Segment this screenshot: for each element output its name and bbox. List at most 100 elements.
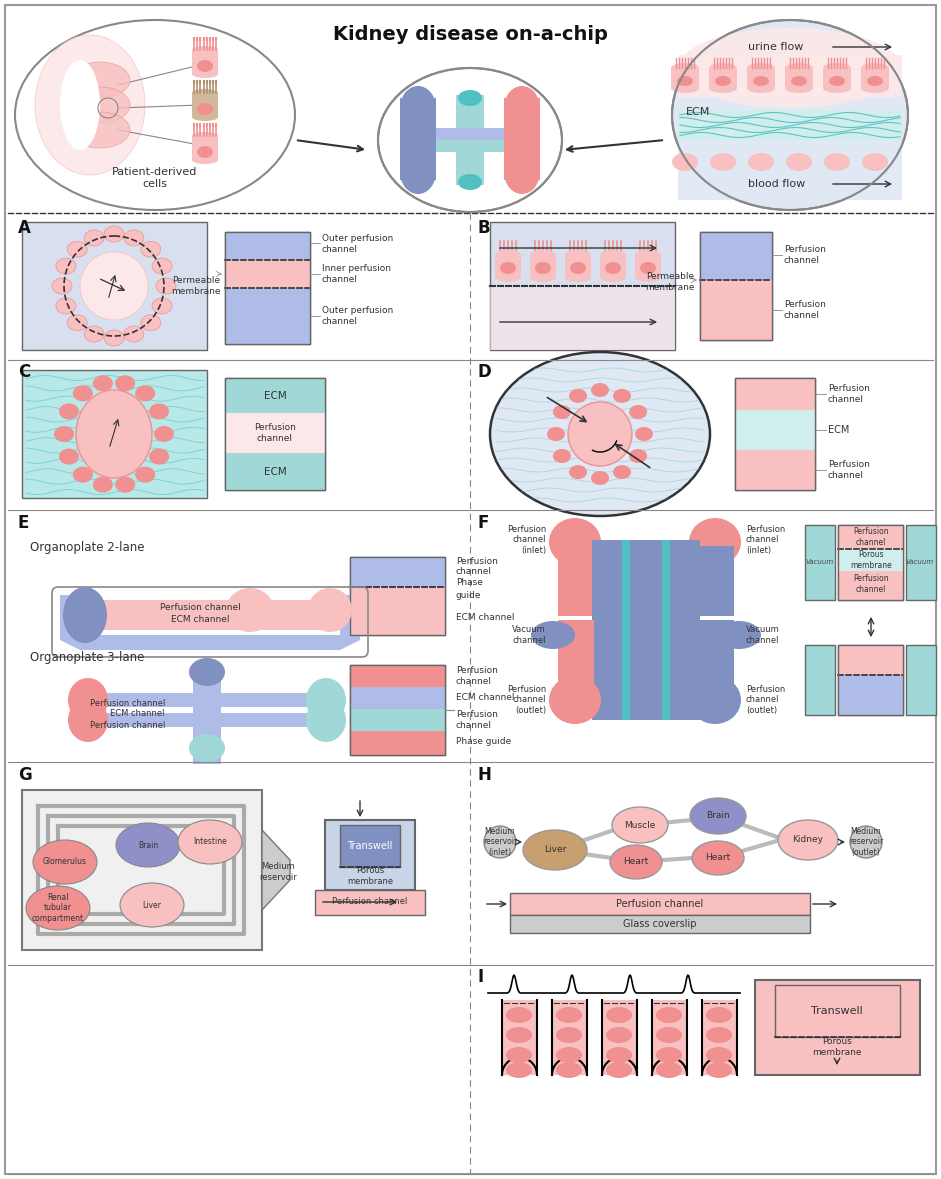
Bar bbox=[225, 378, 325, 490]
Bar bbox=[350, 665, 445, 755]
Ellipse shape bbox=[115, 375, 136, 391]
Bar bbox=[436, 140, 504, 152]
Ellipse shape bbox=[189, 735, 225, 762]
Bar bbox=[838, 525, 903, 549]
Bar bbox=[700, 232, 772, 340]
Ellipse shape bbox=[495, 272, 521, 282]
Bar bbox=[602, 1000, 637, 1075]
Text: Inner perfusion
channel: Inner perfusion channel bbox=[322, 264, 391, 284]
Bar bbox=[838, 645, 903, 714]
Bar bbox=[592, 540, 700, 720]
Bar bbox=[502, 1000, 537, 1075]
Ellipse shape bbox=[68, 698, 108, 742]
Ellipse shape bbox=[867, 75, 883, 86]
Bar bbox=[652, 1000, 687, 1075]
Ellipse shape bbox=[785, 62, 813, 73]
Bar bbox=[702, 1000, 737, 1075]
Bar bbox=[622, 540, 670, 720]
Bar bbox=[823, 68, 851, 88]
Ellipse shape bbox=[824, 153, 850, 171]
Ellipse shape bbox=[178, 821, 242, 864]
Bar bbox=[635, 255, 661, 277]
Ellipse shape bbox=[70, 112, 130, 149]
Ellipse shape bbox=[640, 262, 656, 274]
Ellipse shape bbox=[678, 28, 902, 108]
Ellipse shape bbox=[671, 62, 699, 73]
Text: Perfusion
channel
(outlet): Perfusion channel (outlet) bbox=[746, 685, 785, 714]
Bar bbox=[558, 546, 594, 615]
Text: Porous
membrane: Porous membrane bbox=[347, 867, 393, 885]
Ellipse shape bbox=[197, 103, 213, 116]
Bar bbox=[600, 255, 626, 277]
Bar bbox=[315, 890, 425, 915]
Ellipse shape bbox=[67, 315, 88, 331]
Ellipse shape bbox=[504, 150, 540, 195]
Bar bbox=[495, 255, 521, 277]
Ellipse shape bbox=[747, 83, 775, 93]
Ellipse shape bbox=[26, 885, 90, 930]
Bar bbox=[735, 450, 815, 490]
Ellipse shape bbox=[656, 1047, 682, 1063]
Ellipse shape bbox=[15, 20, 295, 210]
Ellipse shape bbox=[84, 230, 104, 246]
Bar bbox=[698, 546, 734, 615]
Text: Brain: Brain bbox=[706, 811, 730, 821]
Text: Transwell: Transwell bbox=[811, 1006, 863, 1016]
Bar bbox=[490, 222, 675, 350]
Polygon shape bbox=[262, 830, 290, 910]
Text: Perfusion
channel: Perfusion channel bbox=[456, 666, 498, 686]
Text: G: G bbox=[18, 766, 32, 784]
Text: Perfusion
channel
(inlet): Perfusion channel (inlet) bbox=[507, 525, 546, 555]
Ellipse shape bbox=[778, 821, 838, 859]
Ellipse shape bbox=[747, 62, 775, 73]
Ellipse shape bbox=[72, 467, 93, 482]
Ellipse shape bbox=[600, 272, 626, 282]
Text: Perfusion channel: Perfusion channel bbox=[616, 900, 704, 909]
Ellipse shape bbox=[569, 465, 587, 479]
Text: Vacuum
channel: Vacuum channel bbox=[746, 625, 780, 645]
Ellipse shape bbox=[149, 403, 169, 420]
Bar bbox=[838, 571, 903, 600]
Ellipse shape bbox=[672, 20, 908, 210]
Bar bbox=[805, 525, 835, 600]
Text: blood flow: blood flow bbox=[748, 179, 805, 189]
Ellipse shape bbox=[549, 676, 601, 724]
Text: C: C bbox=[18, 363, 30, 381]
Ellipse shape bbox=[753, 75, 769, 86]
Ellipse shape bbox=[605, 262, 621, 274]
Bar bbox=[225, 232, 310, 344]
Bar bbox=[100, 693, 200, 707]
Ellipse shape bbox=[861, 62, 889, 73]
Ellipse shape bbox=[308, 588, 352, 632]
Ellipse shape bbox=[60, 60, 100, 150]
Bar bbox=[80, 600, 340, 630]
Text: D: D bbox=[478, 363, 492, 381]
Ellipse shape bbox=[490, 353, 710, 516]
Ellipse shape bbox=[226, 588, 274, 632]
Ellipse shape bbox=[35, 35, 145, 174]
Ellipse shape bbox=[70, 87, 130, 123]
Ellipse shape bbox=[156, 278, 176, 294]
Ellipse shape bbox=[495, 250, 521, 261]
Text: ECM channel: ECM channel bbox=[110, 710, 165, 718]
Ellipse shape bbox=[54, 426, 74, 442]
Text: Heart: Heart bbox=[706, 854, 730, 863]
Ellipse shape bbox=[689, 518, 741, 566]
Ellipse shape bbox=[553, 449, 571, 463]
Text: ECM channel: ECM channel bbox=[170, 615, 230, 625]
Ellipse shape bbox=[506, 1007, 532, 1023]
Ellipse shape bbox=[823, 62, 851, 73]
Text: Kidney disease on-a-chip: Kidney disease on-a-chip bbox=[332, 26, 608, 45]
Bar bbox=[192, 93, 218, 117]
Text: Vacuum: Vacuum bbox=[906, 559, 934, 565]
Ellipse shape bbox=[56, 258, 76, 274]
Bar bbox=[350, 687, 445, 709]
Ellipse shape bbox=[72, 386, 93, 401]
Ellipse shape bbox=[709, 83, 737, 93]
Ellipse shape bbox=[149, 448, 169, 465]
Ellipse shape bbox=[690, 798, 746, 834]
Ellipse shape bbox=[677, 75, 693, 86]
Bar bbox=[225, 232, 310, 344]
Text: Medium
reservoir: Medium reservoir bbox=[259, 862, 296, 882]
Ellipse shape bbox=[192, 46, 218, 54]
